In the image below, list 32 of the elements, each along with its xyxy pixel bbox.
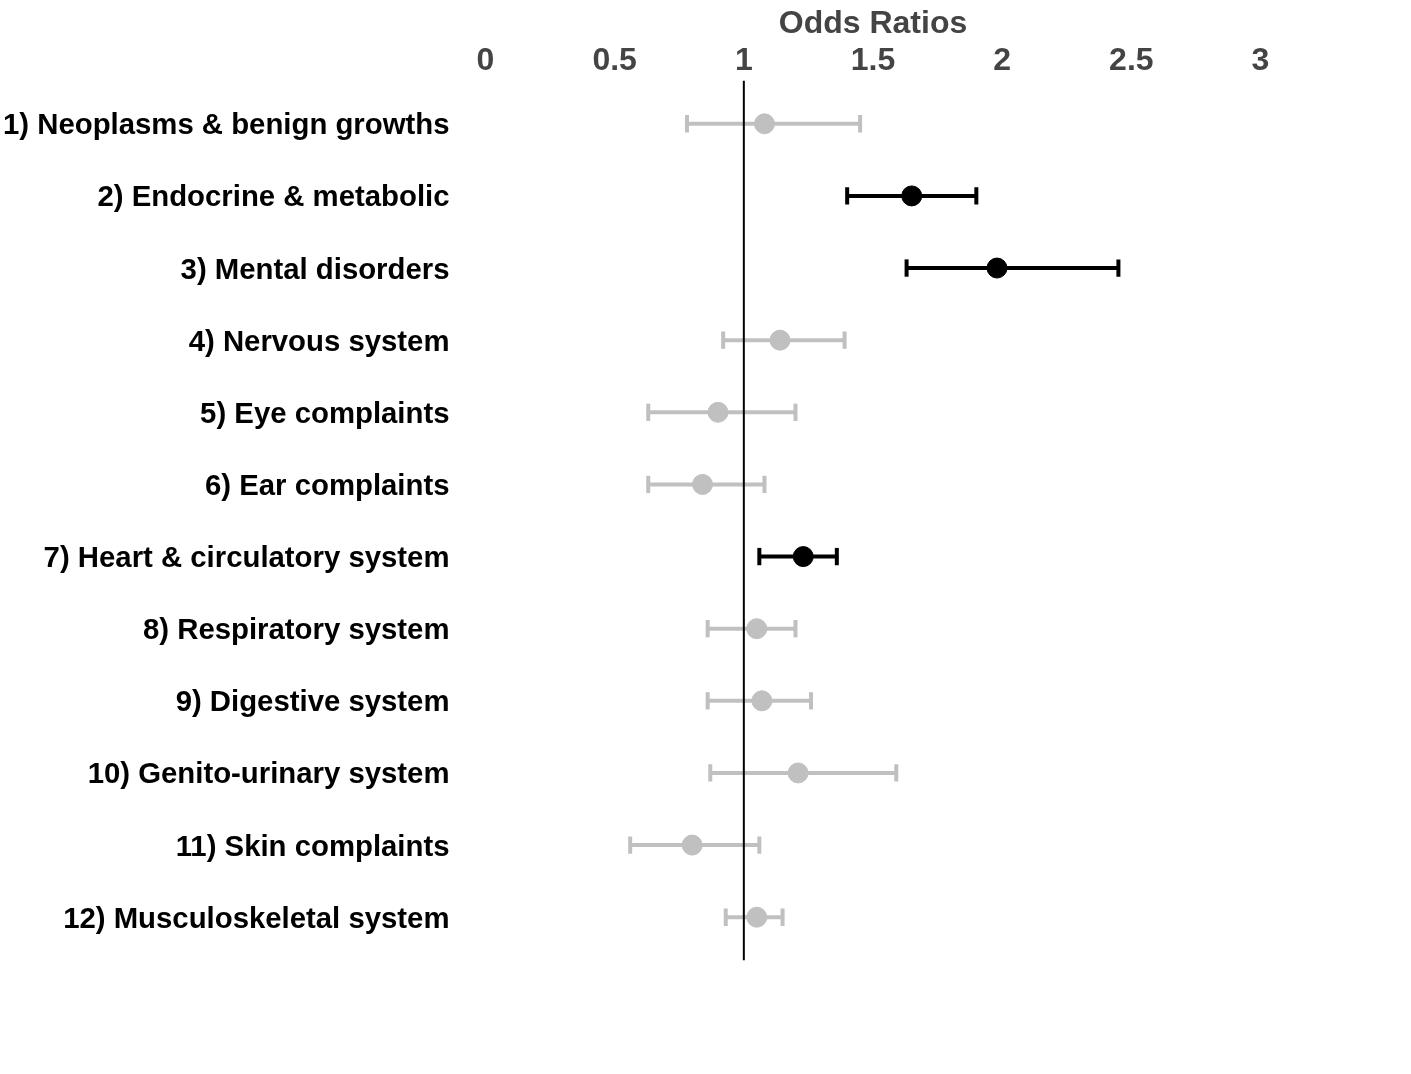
y-tick-label: 10) Genito-urinary system — [87, 756, 450, 790]
x-tick-label: 2 — [993, 40, 1012, 77]
point — [746, 906, 768, 928]
y-tick-label: 4) Nervous system — [188, 323, 450, 357]
point — [751, 690, 773, 712]
y-tick-label: 9) Digestive system — [175, 684, 450, 718]
point — [901, 185, 923, 207]
y-tick-label: 3) Mental disorders — [180, 251, 450, 285]
x-tick-label: 1.5 — [850, 40, 896, 77]
x-axis-title: Odds Ratios — [778, 3, 968, 40]
x-tick-label: 0.5 — [592, 40, 637, 77]
y-tick-label: 6) Ear complaints — [205, 467, 450, 501]
point — [692, 473, 713, 495]
y-tick-label: 12) Musculoskeletal system — [63, 900, 450, 934]
y-tick-label: 7) Heart & circulatory system — [43, 540, 450, 574]
x-tick-label: 0 — [476, 40, 495, 77]
point — [769, 329, 791, 351]
x-tick-label: 1 — [734, 40, 753, 77]
point — [707, 401, 729, 423]
y-tick-label: 5) Eye complaints — [200, 395, 450, 429]
point — [986, 257, 1008, 279]
point — [787, 762, 809, 784]
y-tick-label: 8) Respiratory system — [143, 612, 450, 646]
y-tick-label: 1) Neoplasms & benign growths — [3, 107, 450, 141]
point — [792, 546, 814, 568]
x-tick-label: 3 — [1251, 40, 1270, 77]
y-tick-label: 2) Endocrine & metabolic — [97, 179, 450, 213]
point — [746, 618, 768, 640]
x-tick-label: 2.5 — [1109, 40, 1154, 77]
point — [681, 834, 703, 856]
point — [754, 113, 775, 135]
y-tick-label: 11) Skin complaints — [175, 828, 450, 862]
